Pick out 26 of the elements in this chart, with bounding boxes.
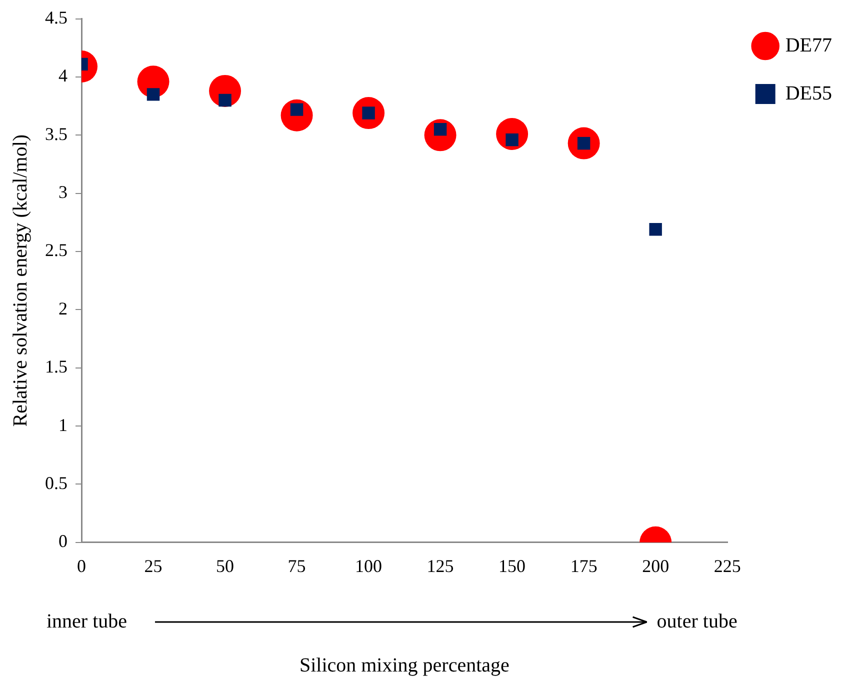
y-tick-label: 2 — [58, 298, 68, 318]
y-tick-label: 4.5 — [45, 8, 68, 28]
x-axis-title: Silicon mixing percentage — [299, 654, 510, 676]
x-tick-label: 200 — [642, 556, 670, 576]
y-tick-label: 0.5 — [45, 472, 68, 493]
y-tick-label: 4 — [58, 66, 68, 86]
x-tick-label: 125 — [426, 556, 454, 576]
x-tick-label: 0 — [77, 556, 86, 576]
y-tick-label: 3.5 — [45, 124, 68, 144]
text: outer tube — [656, 610, 738, 633]
y-tick-label: 0 — [58, 531, 68, 552]
y-axis-title: Relative solvation energy (kcal/mol) — [9, 134, 32, 427]
x-tick-label: 150 — [498, 556, 526, 576]
legend-label: DE77 — [785, 34, 832, 56]
x-tick-label: 225 — [714, 556, 741, 576]
y-tick-label: 1.5 — [45, 356, 68, 377]
x-tick-label: 175 — [570, 556, 598, 576]
text: inner tube — [46, 610, 128, 633]
x-tick-label: 50 — [216, 556, 234, 576]
x-tick-label: 75 — [288, 556, 306, 576]
legend-label: DE55 — [785, 82, 832, 104]
y-tick-label: 3 — [58, 182, 68, 202]
x-tick-label: 100 — [355, 556, 382, 576]
x-tick-label: 25 — [144, 556, 162, 576]
y-tick-label: 1 — [58, 414, 68, 435]
y-tick-label: 2.5 — [45, 240, 68, 260]
